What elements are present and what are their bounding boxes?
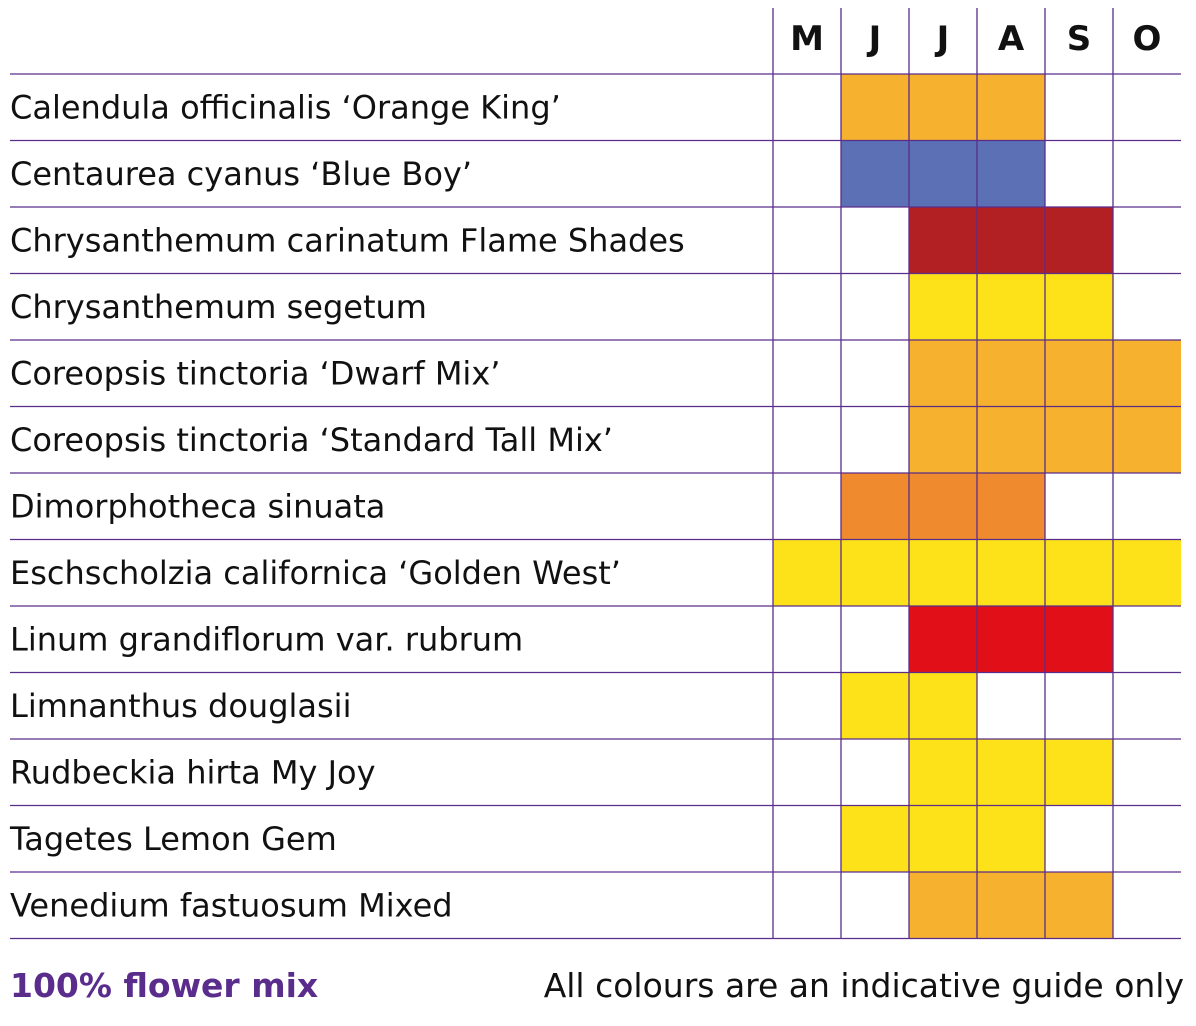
flowering-cell (841, 672, 909, 739)
mix-label: 100% flower mix (10, 966, 319, 1005)
plant-name: Coreopsis tinctoria ‘Dwarf Mix’ (10, 354, 500, 392)
flowering-cell (977, 74, 1045, 141)
flowering-cell (977, 473, 1045, 540)
flowering-cell (977, 739, 1045, 806)
flowering-cell (841, 473, 909, 540)
flowering-cell (1045, 872, 1113, 939)
chart-grid (10, 8, 1181, 940)
month-label: S (1067, 19, 1092, 59)
flowering-cell (909, 872, 977, 939)
plant-name: Calendula officinalis ‘Orange King’ (10, 88, 561, 126)
flowering-cell (909, 739, 977, 806)
flowering-cell (773, 539, 841, 606)
flowering-cell (909, 672, 977, 739)
flowering-cell (977, 606, 1045, 673)
flowering-cell (977, 207, 1045, 274)
plant-names: Calendula officinalis ‘Orange King’ Centa… (9, 88, 685, 924)
plant-name: Eschscholzia californica ‘Golden West’ (10, 554, 621, 592)
disclaimer-text: All colours are an indicative guide only (543, 966, 1184, 1005)
flowering-cell (977, 872, 1045, 939)
plant-name: Dimorphotheca sinuata (10, 487, 385, 525)
flowering-cell (1045, 273, 1113, 340)
plant-name: Chrysanthemum segetum (10, 288, 427, 326)
flowering-chart: M J J A S O Calendula officinalis ‘Orange Kin… (9, 8, 1181, 940)
flowering-cell (977, 805, 1045, 872)
flowering-cell (909, 606, 977, 673)
flowering-cell (841, 539, 909, 606)
plant-name: Venedium fastuosum Mixed (10, 886, 453, 924)
flowering-cell (841, 805, 909, 872)
plant-name: Linum grandiflorum var. rubrum (10, 620, 523, 658)
plant-name: Centaurea cyanus ‘Blue Boy’ (10, 155, 472, 193)
flowering-cell (1045, 739, 1113, 806)
flowering-cell (1113, 406, 1181, 473)
flowering-cell (909, 207, 977, 274)
flowering-cell (977, 340, 1045, 407)
month-label: A (998, 19, 1025, 59)
month-label: M (790, 19, 824, 59)
flowering-cells (773, 74, 1181, 939)
flowering-cell (977, 406, 1045, 473)
month-label: J (867, 19, 882, 59)
month-label: J (935, 19, 950, 59)
plant-name: Tagetes Lemon Gem (9, 820, 337, 858)
flowering-cell (841, 140, 909, 207)
flowering-cell (1045, 207, 1113, 274)
flowering-cell (977, 539, 1045, 606)
flowering-cell (909, 340, 977, 407)
flowering-cell (1113, 539, 1181, 606)
flowering-cell (1045, 606, 1113, 673)
flowering-cell (1045, 539, 1113, 606)
month-label: O (1133, 19, 1162, 59)
flowering-cell (909, 140, 977, 207)
flowering-cell (909, 539, 977, 606)
plant-name: Limnanthus douglasii (10, 687, 351, 725)
flowering-cell (909, 473, 977, 540)
flowering-cell (909, 74, 977, 141)
flowering-cell (977, 140, 1045, 207)
plant-name: Chrysanthemum carinatum Flame Shades (10, 221, 685, 259)
flowering-cell (1045, 406, 1113, 473)
flowering-cell (1113, 340, 1181, 407)
flowering-cell (909, 273, 977, 340)
plant-name: Rudbeckia hirta My Joy (10, 753, 376, 791)
flowering-cell (909, 406, 977, 473)
plant-name: Coreopsis tinctoria ‘Standard Tall Mix’ (10, 421, 613, 459)
flowering-cell (1045, 340, 1113, 407)
flowering-cell (841, 74, 909, 141)
flowering-cell (909, 805, 977, 872)
flowering-cell (977, 273, 1045, 340)
